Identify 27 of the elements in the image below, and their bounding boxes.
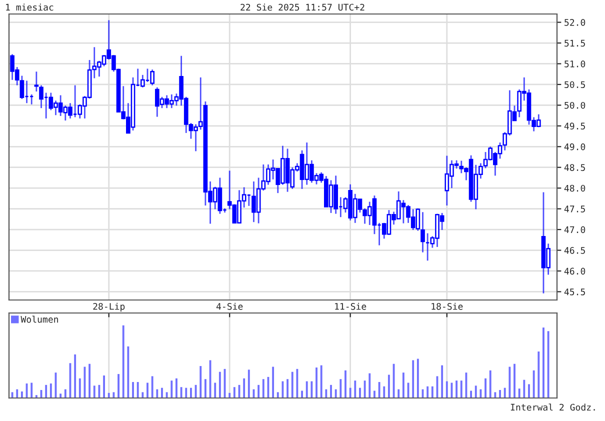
text: Interwal 2 Godz. bbox=[510, 404, 595, 411]
y-tick-label: 51.0 bbox=[564, 60, 586, 68]
y-tick-label: 50.0 bbox=[564, 102, 586, 109]
candlestick bbox=[39, 84, 44, 109]
y-tick-label: 46.0 bbox=[564, 268, 586, 275]
y-tick-label: 51.5 bbox=[564, 40, 585, 47]
y-tick-label: 45.5 bbox=[564, 288, 585, 296]
y-tick-label: 46.5 bbox=[564, 247, 585, 254]
legend-label: Wolumen bbox=[20, 316, 58, 323]
candlestick bbox=[420, 211, 425, 254]
y-tick-label: 50.5 bbox=[564, 81, 585, 88]
chart-title: 1 miesiac bbox=[6, 4, 54, 11]
y-tick-label: 48.0 bbox=[564, 184, 586, 192]
y-tick-label: 52.0 bbox=[564, 19, 586, 26]
y-tick-label: 47.5 bbox=[564, 206, 585, 212]
y-tick-label: 49.0 bbox=[564, 143, 586, 150]
y-tick-label: 48.5 bbox=[564, 164, 585, 171]
y-tick-label: 49.5 bbox=[564, 122, 585, 130]
x-tick-label: 18-Sie bbox=[432, 302, 463, 310]
x-tick-label: 11-Sie bbox=[335, 302, 366, 310]
text: 22 Sie 2025 11:57 UTC+2 bbox=[240, 4, 364, 11]
x-tick-label: 28-Lip bbox=[93, 302, 125, 312]
x-tick-label: 4-Sie bbox=[216, 302, 243, 310]
candlestick bbox=[140, 74, 145, 88]
candlestick bbox=[150, 68, 154, 86]
y-tick-label: 47.0 bbox=[564, 226, 586, 234]
candlestick bbox=[34, 70, 39, 92]
